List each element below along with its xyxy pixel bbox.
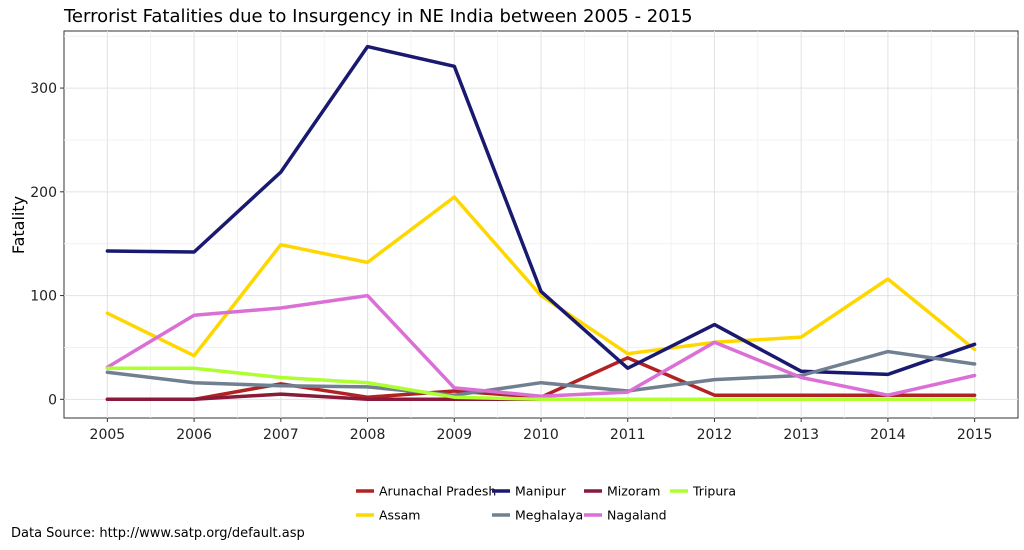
grid-lines [64,31,1018,418]
series-line-nagaland [105,293,977,398]
x-tick-label: 2015 [957,427,993,443]
y-tick-label: 200 [30,185,57,201]
y-axis-title: Fatality [9,196,28,254]
legend-item-assam: Assam [356,508,420,523]
y-tick-label: 100 [30,289,57,305]
legend-item-nagaland: Nagaland [584,508,667,523]
legend-label: Assam [379,508,420,523]
x-tick-label: 2008 [350,427,386,443]
x-tick-label: 2014 [870,427,906,443]
data-source-note: Data Source: http://www.satp.org/default… [11,526,305,541]
legend-item-mizoram: Mizoram [584,484,660,499]
y-tick-label: 300 [30,81,57,97]
series-line-tripura [105,366,977,402]
legend-label: Meghalaya [515,508,583,523]
x-tick-label: 2006 [176,427,212,443]
legend-label: Nagaland [607,508,667,523]
x-tick-label: 2009 [436,427,472,443]
legend-item-manipur: Manipur [492,484,567,499]
x-tick-label: 2013 [783,427,819,443]
legend-item-meghalaya: Meghalaya [492,508,583,523]
series-line-assam [105,195,977,358]
y-tick-label: 0 [48,392,57,408]
x-tick-label: 2005 [90,427,126,443]
legend-item-tripura: Tripura [670,484,736,499]
legend-label: Mizoram [607,484,660,499]
legend-label: Tripura [692,484,736,499]
chart-title: Terrorist Fatalities due to Insurgency i… [63,6,693,27]
x-tick-label: 2011 [610,427,646,443]
x-tick-label: 2010 [523,427,559,443]
x-tick-label: 2007 [263,427,299,443]
series-line-manipur [105,44,977,377]
legend-item-arunachal-pradesh: Arunachal Pradesh [356,484,496,499]
x-tick-label: 2012 [697,427,733,443]
legend: Arunachal Pradesh Assam Manipur Meghalaya Mi… [356,484,736,523]
x-axis: 2005 2006 2007 2008 2009 2010 2011 2012 2013 2014… [90,418,993,443]
series-line-meghalaya [105,349,977,397]
y-axis: 0 100 200 300 [30,81,64,408]
legend-label: Arunachal Pradesh [379,484,496,499]
series-lines [105,44,977,402]
legend-label: Manipur [515,484,567,499]
